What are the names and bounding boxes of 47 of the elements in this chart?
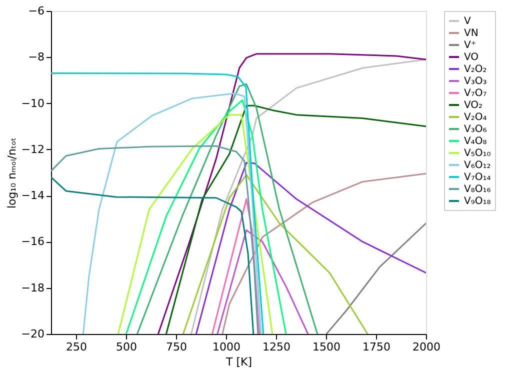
line-series <box>117 114 274 334</box>
legend-label: V₃O₃ <box>464 76 487 87</box>
legend-label: V₅O₁₀ <box>464 148 491 159</box>
x-tick-label: 750 <box>166 340 187 354</box>
legend-label: VO₂ <box>464 100 483 111</box>
legend-label: V₈O₁₆ <box>464 184 491 195</box>
x-tick-label: 1500 <box>312 340 340 354</box>
legend-label: V₄O₈ <box>464 136 487 147</box>
x-tick-label: 1750 <box>362 340 390 354</box>
line-series <box>216 229 309 334</box>
legend-label: V⁺ <box>464 40 476 51</box>
line-series <box>51 176 254 334</box>
legend-label: V₆O₁₂ <box>464 160 491 171</box>
line-series <box>51 145 259 334</box>
legend-label: V₉O₁₈ <box>464 196 491 207</box>
y-tick-label: −16 <box>21 235 44 248</box>
x-axis-title: T [K] <box>224 356 252 368</box>
y-tick-label: −6 <box>28 4 44 18</box>
line-series <box>182 174 368 334</box>
y-tick-label: −8 <box>28 50 44 64</box>
y-tick-label: −20 <box>21 328 44 340</box>
legend-label: V₇O₁₄ <box>464 172 491 183</box>
x-tick-label: 1250 <box>262 340 290 354</box>
y-tick-label: −14 <box>21 189 44 202</box>
line-series <box>195 162 426 334</box>
y-tick-label: −12 <box>21 142 44 156</box>
y-tick-label: −10 <box>21 96 44 110</box>
legend-label: VO <box>464 52 479 63</box>
legend-label: VN <box>464 28 478 39</box>
line-series <box>125 100 287 334</box>
x-tick-label: 1000 <box>212 340 240 354</box>
legend-label: V₇O₇ <box>464 88 487 99</box>
line-series <box>165 104 426 334</box>
y-axis-title: log₁₀ nₘₒₗ/nₜₒₜ <box>5 137 18 209</box>
legend-label: V₂O₄ <box>464 112 487 123</box>
x-tick-label: 250 <box>66 340 87 354</box>
legend-label: V <box>464 16 471 27</box>
line-series <box>82 92 262 334</box>
legend-label: V₃O₆ <box>464 124 487 135</box>
x-tick-label: 500 <box>116 340 137 354</box>
line-series <box>326 222 426 334</box>
legend-label: V₂O₂ <box>464 64 487 75</box>
line-series <box>136 83 318 334</box>
x-tick-label: 2000 <box>412 340 440 354</box>
line-series <box>51 72 264 334</box>
y-tick-label: −18 <box>21 281 44 294</box>
line-series <box>222 172 426 334</box>
